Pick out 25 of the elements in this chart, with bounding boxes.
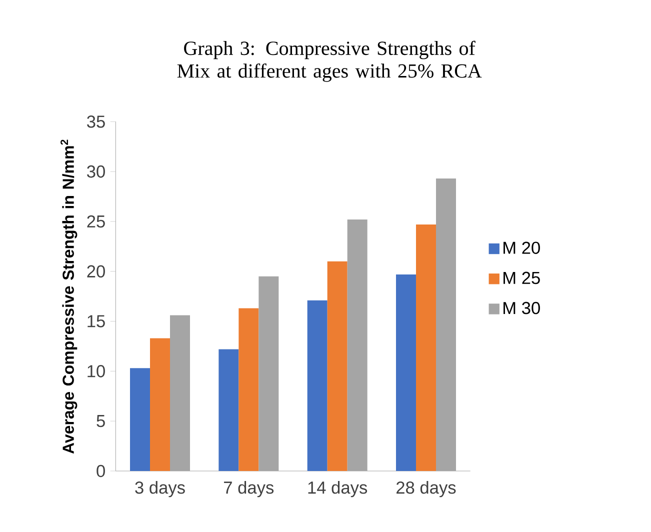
chart-title: Graph 3: Compressive Strengths of Mix at different ages with 25% RCA — [177, 40, 482, 82]
y-tick-label: 35 — [87, 116, 105, 128]
bar — [150, 338, 170, 471]
bar — [218, 349, 239, 471]
y-tick-label: 15 — [88, 315, 105, 328]
y-tick-label: 0 — [96, 464, 105, 478]
y-tick-label: 10 — [88, 365, 105, 378]
bar — [307, 300, 328, 471]
y-tick-label: 20 — [87, 265, 105, 278]
x-tick-label: 7 days — [224, 481, 274, 498]
legend-label: M 20 — [504, 242, 540, 254]
x-tick-label: 28 days — [396, 481, 456, 498]
y-tick-label: 30 — [87, 165, 105, 178]
y-tick-label: 25 — [87, 215, 105, 228]
x-tick-label: 3 days — [135, 481, 185, 498]
bar — [238, 308, 259, 471]
legend-label: M 25 — [504, 272, 540, 284]
bar — [327, 261, 348, 471]
bar — [416, 224, 436, 471]
bar — [130, 368, 150, 471]
y-axis-title: Average Compressive Strength in N/mm$^{2}$ — [60, 140, 78, 454]
x-tick-label: 14 days — [308, 481, 368, 498]
bar — [396, 274, 416, 471]
y-tick-label: 5 — [96, 415, 105, 428]
legend-label: M 30 — [504, 302, 540, 314]
